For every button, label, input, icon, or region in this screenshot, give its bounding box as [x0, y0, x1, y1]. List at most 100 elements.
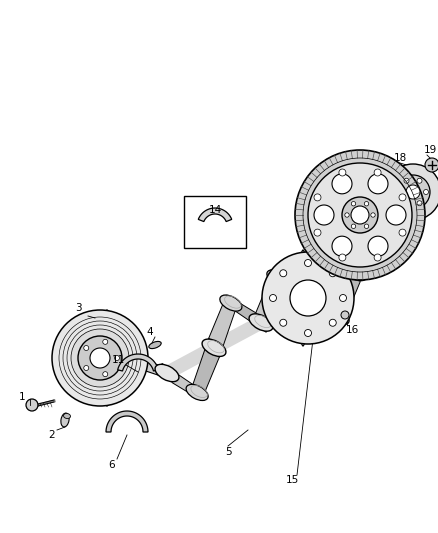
Text: 18: 18 — [393, 153, 406, 163]
Circle shape — [386, 205, 406, 225]
Text: 16: 16 — [346, 325, 359, 335]
Polygon shape — [162, 364, 201, 400]
Polygon shape — [303, 288, 343, 325]
Circle shape — [314, 205, 334, 225]
Polygon shape — [334, 262, 360, 325]
Circle shape — [368, 236, 388, 256]
Circle shape — [417, 201, 422, 206]
Circle shape — [385, 164, 438, 220]
Circle shape — [314, 194, 321, 201]
Ellipse shape — [220, 295, 242, 311]
Circle shape — [114, 356, 120, 360]
Polygon shape — [106, 411, 148, 432]
Circle shape — [52, 310, 148, 406]
Text: 14: 14 — [208, 205, 222, 215]
Polygon shape — [352, 257, 374, 278]
Polygon shape — [164, 342, 217, 379]
Circle shape — [339, 254, 346, 261]
Circle shape — [398, 190, 403, 195]
Circle shape — [374, 169, 381, 176]
Text: 3: 3 — [75, 303, 81, 313]
Circle shape — [368, 174, 388, 194]
Circle shape — [103, 340, 108, 344]
Ellipse shape — [149, 342, 161, 349]
Circle shape — [345, 213, 349, 217]
Circle shape — [404, 178, 409, 183]
Circle shape — [329, 270, 336, 277]
Ellipse shape — [186, 384, 208, 400]
Polygon shape — [256, 270, 282, 332]
Circle shape — [342, 197, 378, 233]
Bar — [184, 196, 246, 248]
Circle shape — [351, 224, 356, 229]
Circle shape — [339, 169, 346, 176]
Circle shape — [71, 329, 129, 387]
Circle shape — [417, 178, 422, 183]
Circle shape — [399, 229, 406, 236]
Circle shape — [26, 399, 38, 411]
Circle shape — [103, 372, 108, 377]
Ellipse shape — [296, 288, 320, 306]
Circle shape — [406, 185, 420, 199]
Circle shape — [332, 174, 352, 194]
Circle shape — [399, 194, 406, 201]
Circle shape — [332, 236, 352, 256]
Polygon shape — [209, 295, 235, 358]
Text: 17: 17 — [332, 157, 345, 167]
Polygon shape — [193, 338, 219, 400]
Text: 6: 6 — [109, 460, 115, 470]
Circle shape — [295, 150, 425, 280]
Polygon shape — [118, 354, 159, 371]
Polygon shape — [226, 295, 266, 332]
Text: 11: 11 — [111, 355, 125, 365]
Circle shape — [425, 158, 438, 172]
Circle shape — [262, 252, 354, 344]
Polygon shape — [274, 270, 313, 307]
Circle shape — [424, 190, 428, 195]
Circle shape — [269, 295, 276, 302]
Circle shape — [280, 270, 287, 277]
Circle shape — [351, 206, 369, 224]
Circle shape — [341, 311, 349, 319]
Circle shape — [314, 229, 321, 236]
Circle shape — [329, 319, 336, 326]
Ellipse shape — [61, 413, 69, 427]
Ellipse shape — [267, 270, 289, 286]
Text: 19: 19 — [424, 145, 437, 155]
Circle shape — [339, 295, 346, 302]
Polygon shape — [305, 266, 358, 303]
Ellipse shape — [101, 310, 113, 406]
Circle shape — [371, 213, 375, 217]
Ellipse shape — [249, 314, 273, 331]
Polygon shape — [258, 291, 311, 329]
Ellipse shape — [202, 339, 226, 357]
Circle shape — [90, 348, 110, 368]
Ellipse shape — [155, 365, 179, 382]
Ellipse shape — [64, 414, 71, 418]
Circle shape — [364, 201, 369, 206]
Polygon shape — [211, 316, 264, 354]
Circle shape — [351, 201, 356, 206]
Circle shape — [304, 329, 311, 336]
Polygon shape — [198, 208, 232, 222]
Text: 5: 5 — [225, 447, 231, 457]
Text: 2: 2 — [49, 430, 55, 440]
Circle shape — [84, 366, 89, 370]
Circle shape — [364, 224, 369, 229]
Circle shape — [290, 280, 326, 316]
Circle shape — [308, 163, 412, 267]
Text: 4: 4 — [147, 327, 153, 337]
Text: 1: 1 — [19, 392, 25, 402]
Ellipse shape — [343, 263, 367, 281]
Circle shape — [84, 345, 89, 351]
Ellipse shape — [299, 250, 307, 346]
Circle shape — [374, 254, 381, 261]
Circle shape — [396, 175, 430, 209]
Circle shape — [280, 319, 287, 326]
Circle shape — [404, 201, 409, 206]
Circle shape — [304, 260, 311, 266]
Polygon shape — [119, 352, 170, 379]
Circle shape — [78, 336, 122, 380]
Text: 15: 15 — [286, 475, 299, 485]
Ellipse shape — [327, 309, 349, 325]
